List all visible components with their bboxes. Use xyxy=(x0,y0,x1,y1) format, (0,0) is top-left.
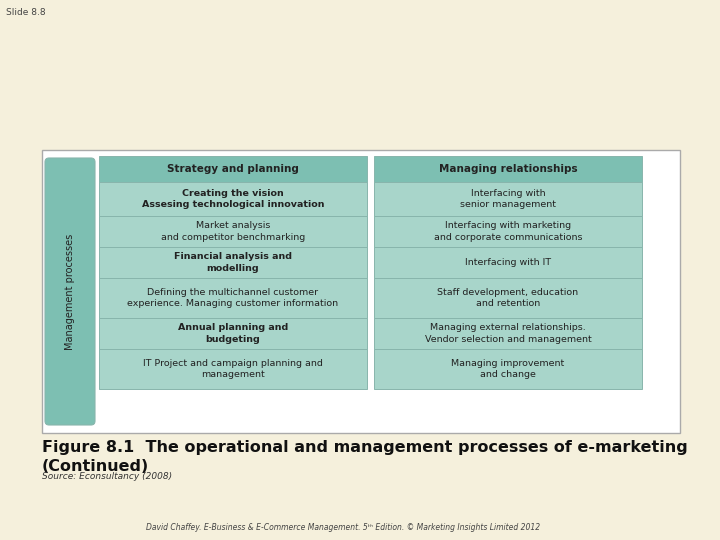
Text: Managing external relationships.
Vendor selection and management: Managing external relationships. Vendor … xyxy=(425,323,591,343)
Text: Interfacing with
senior management: Interfacing with senior management xyxy=(460,189,556,209)
Bar xyxy=(42,150,680,433)
Text: Managing relationships: Managing relationships xyxy=(438,164,577,174)
Text: Interfacing with marketing
and corporate communications: Interfacing with marketing and corporate… xyxy=(433,221,582,241)
Text: Annual planning and
budgeting: Annual planning and budgeting xyxy=(178,323,288,343)
Bar xyxy=(374,318,642,349)
Text: Staff development, education
and retention: Staff development, education and retenti… xyxy=(438,288,579,308)
Text: David Chaffey. E-Business & E-Commerce Management. 5ᵗʰ Edition. © Marketing Insi: David Chaffey. E-Business & E-Commerce M… xyxy=(146,523,540,532)
Text: Management processes: Management processes xyxy=(65,233,75,349)
Bar xyxy=(374,278,642,318)
Text: Defining the multichannel customer
experience. Managing customer information: Defining the multichannel customer exper… xyxy=(127,288,338,308)
Bar xyxy=(99,182,367,216)
Text: Strategy and planning: Strategy and planning xyxy=(167,164,299,174)
Text: Creating the vision
Assesing technological innovation: Creating the vision Assesing technologic… xyxy=(142,189,324,209)
Bar xyxy=(374,247,642,278)
Bar xyxy=(374,349,642,389)
Text: Interfacing with IT: Interfacing with IT xyxy=(465,258,551,267)
Text: Market analysis
and competitor benchmarking: Market analysis and competitor benchmark… xyxy=(161,221,305,241)
Bar xyxy=(99,278,367,318)
FancyBboxPatch shape xyxy=(45,158,95,425)
Bar xyxy=(374,182,642,216)
Bar xyxy=(99,216,367,247)
Text: IT Project and campaign planning and
management: IT Project and campaign planning and man… xyxy=(143,359,323,379)
Text: Managing improvement
and change: Managing improvement and change xyxy=(451,359,564,379)
Text: Slide 8.8: Slide 8.8 xyxy=(6,8,45,17)
Bar xyxy=(374,156,642,182)
Bar xyxy=(99,156,367,182)
Bar xyxy=(374,216,642,247)
Bar xyxy=(99,318,367,349)
Bar xyxy=(99,247,367,278)
Text: Financial analysis and
modelling: Financial analysis and modelling xyxy=(174,252,292,273)
Text: Figure 8.1  The operational and management processes of e-marketing
(Continued): Figure 8.1 The operational and managemen… xyxy=(42,440,688,474)
Bar xyxy=(99,349,367,389)
Text: Source: Econsultancy (2008): Source: Econsultancy (2008) xyxy=(42,472,172,481)
